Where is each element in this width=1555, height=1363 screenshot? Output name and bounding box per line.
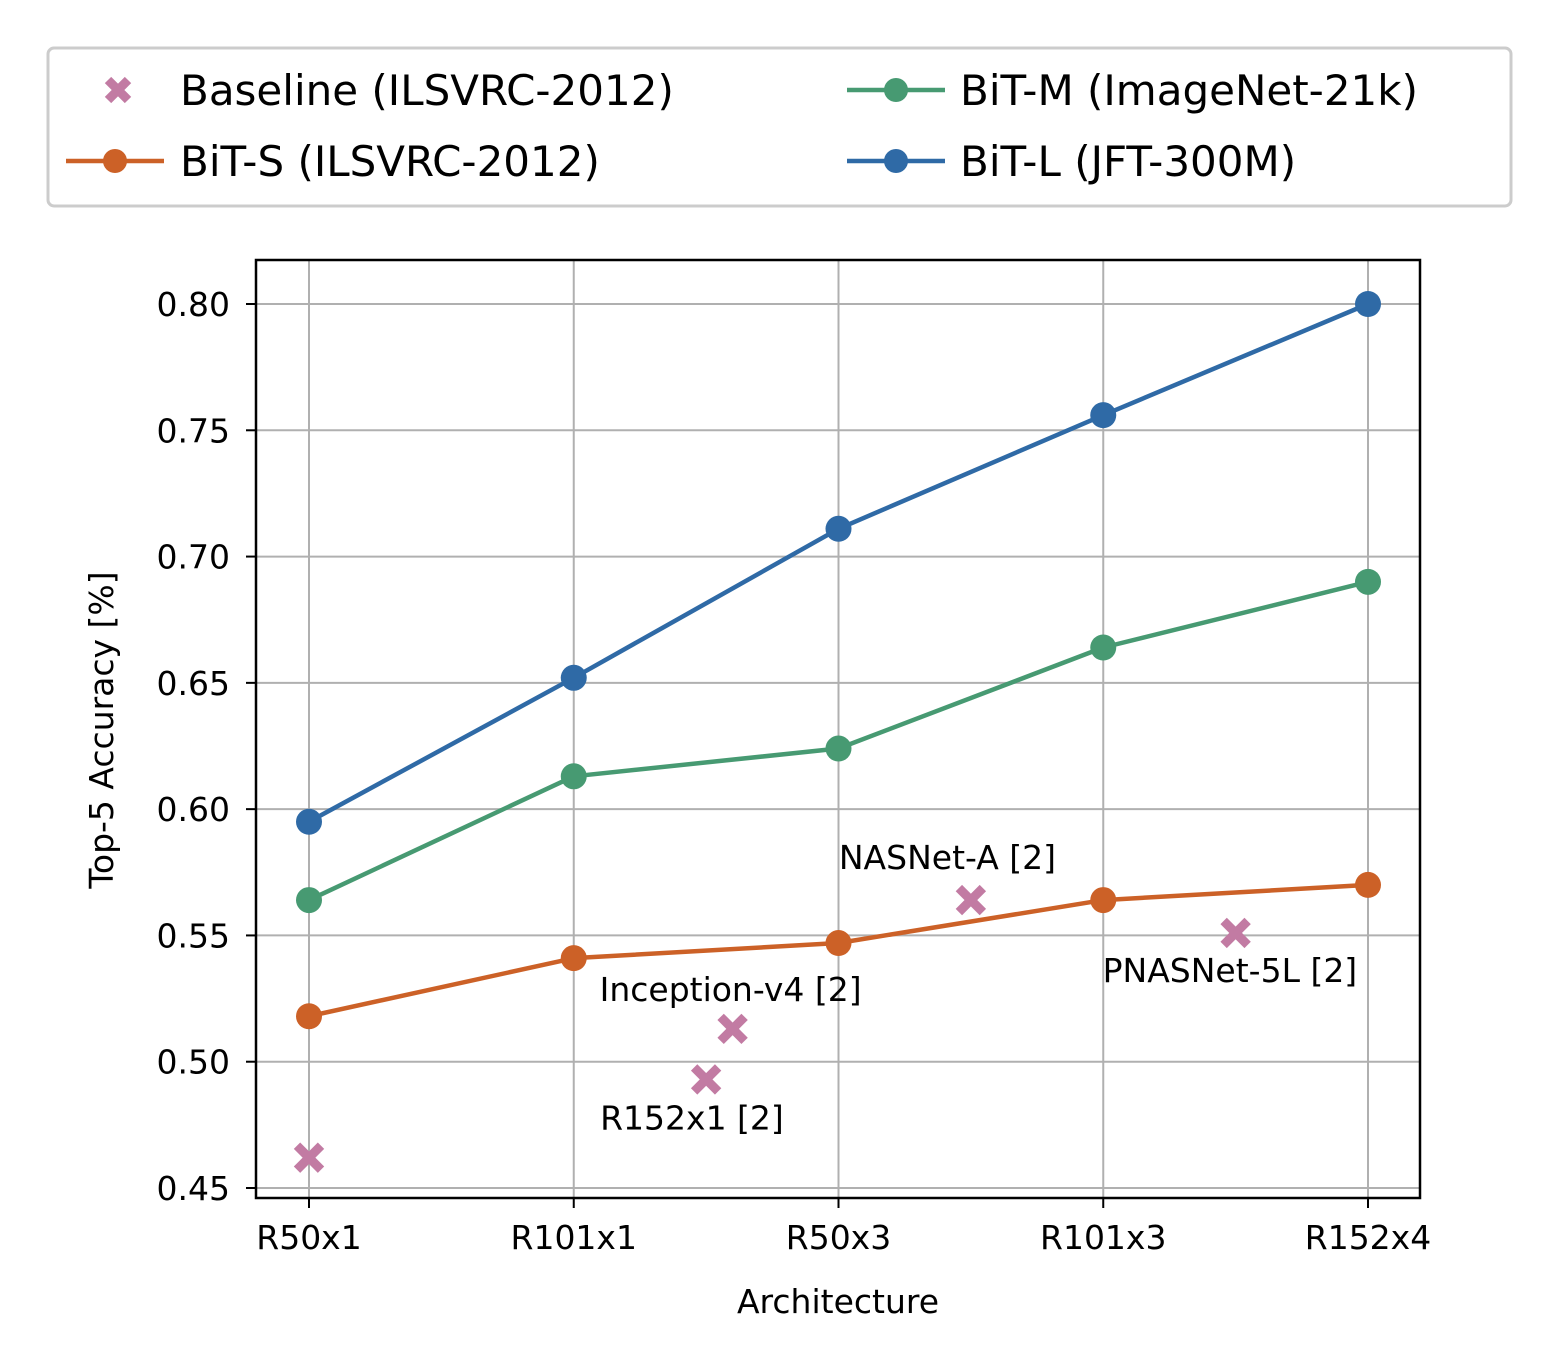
data-point bbox=[560, 763, 587, 790]
legend-frame bbox=[46, 46, 1513, 208]
legend-marker bbox=[884, 78, 908, 102]
data-point bbox=[296, 887, 322, 914]
baseline-point bbox=[1220, 917, 1251, 949]
legend-marker-x bbox=[104, 76, 132, 104]
point-annotation: R152x1 [2] bbox=[600, 1098, 784, 1137]
y-tick-label: 0.60 bbox=[157, 790, 230, 829]
legend-label: BiT-S (ILSVRC-2012) bbox=[180, 137, 600, 186]
baseline-point bbox=[717, 1013, 748, 1045]
point-annotation: PNASNet-5L [2] bbox=[1103, 951, 1358, 990]
x-tick-label: R101x3 bbox=[1040, 1218, 1166, 1257]
point-annotation: Inception-v4 [2] bbox=[600, 970, 862, 1009]
y-axis: 0.45 0.50 0.55 0.60 0.65 0.70 0.75 0.80 bbox=[157, 285, 256, 1208]
legend-marker bbox=[884, 149, 908, 173]
data-point bbox=[825, 930, 852, 957]
legend-item: BiT-L (JFT-300M) bbox=[847, 137, 1296, 186]
y-tick-label: 0.45 bbox=[157, 1169, 230, 1208]
data-point bbox=[1090, 402, 1117, 429]
x-tick-label: R50x3 bbox=[786, 1218, 891, 1257]
legend-label: BiT-L (JFT-300M) bbox=[960, 137, 1296, 186]
legend-item: BiT-M (ImageNet-21k) bbox=[847, 66, 1418, 115]
data-point bbox=[1090, 887, 1117, 914]
x-tick-label: R152x4 bbox=[1305, 1218, 1431, 1257]
legend-label: BiT-M (ImageNet-21k) bbox=[960, 66, 1418, 115]
legend: Baseline (ILSVRC-2012) BiT-S (ILSVRC-2012… bbox=[46, 46, 1513, 208]
plot-area: R152x1 [2] Inception-v4 [2] NASNet-A [2] PN… bbox=[254, 258, 1422, 1200]
baseline-point bbox=[690, 1064, 722, 1095]
y-tick-label: 0.50 bbox=[157, 1043, 230, 1082]
x-axis: R50x1 R101x1 R50x3 R101x3 R152x4 bbox=[256, 1198, 1431, 1257]
legend-item: Baseline (ILSVRC-2012) bbox=[104, 66, 674, 115]
data-point bbox=[825, 735, 852, 762]
data-point bbox=[1355, 291, 1381, 317]
baseline-point bbox=[293, 1142, 325, 1173]
y-axis-title: Top-5 Accuracy [%] bbox=[82, 571, 121, 889]
data-point bbox=[296, 808, 322, 835]
baseline-point bbox=[955, 884, 987, 916]
data-point bbox=[1355, 871, 1381, 898]
data-point bbox=[825, 515, 852, 542]
y-tick-label: 0.75 bbox=[157, 411, 230, 450]
y-tick-label: 0.70 bbox=[157, 538, 230, 577]
data-point bbox=[296, 1003, 322, 1030]
legend-label: Baseline (ILSVRC-2012) bbox=[180, 66, 674, 115]
data-point bbox=[560, 945, 587, 972]
y-tick-label: 0.80 bbox=[157, 285, 230, 324]
x-axis-title: Architecture bbox=[737, 1282, 939, 1321]
x-tick-label: R101x1 bbox=[511, 1218, 637, 1257]
point-annotation: NASNet-A [2] bbox=[839, 838, 1056, 877]
legend-item: BiT-S (ILSVRC-2012) bbox=[66, 137, 600, 186]
x-tick-label: R50x1 bbox=[256, 1218, 361, 1257]
legend-marker bbox=[103, 149, 127, 173]
data-point bbox=[1090, 634, 1117, 661]
y-tick-label: 0.55 bbox=[157, 916, 230, 955]
data-point bbox=[560, 664, 587, 691]
y-tick-label: 0.65 bbox=[157, 664, 230, 703]
data-point bbox=[1355, 568, 1381, 595]
grid bbox=[256, 260, 1420, 1198]
